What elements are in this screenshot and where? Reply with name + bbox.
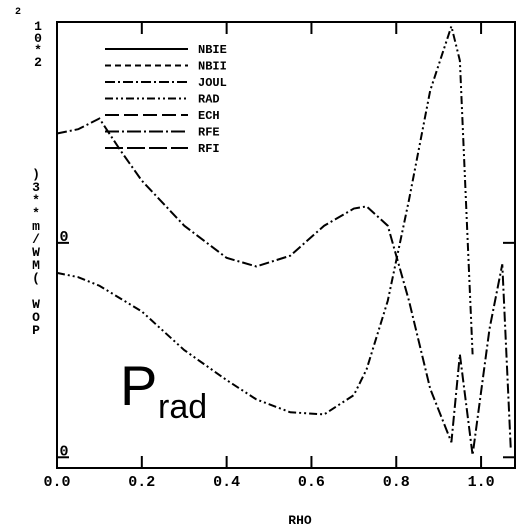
legend-label: ECH <box>198 109 220 123</box>
series-line <box>56 117 512 456</box>
annotation: P <box>120 354 157 417</box>
exponent: 2 <box>15 7 21 18</box>
x-tick-label: 1.0 <box>468 474 495 491</box>
legend-label: NBII <box>198 60 227 74</box>
y-label-char: W <box>32 245 40 260</box>
x-axis-label: RHO <box>288 513 312 528</box>
y-label-char: ) <box>32 167 40 182</box>
y-label-char: * <box>32 193 40 208</box>
y-label-char: 3 <box>32 180 40 195</box>
y-label-char: / <box>32 232 40 247</box>
legend-label: RAD <box>198 93 220 107</box>
x-tick-label: 0.2 <box>128 474 155 491</box>
x-tick-label: 0.4 <box>213 474 240 491</box>
y-label-char: O <box>32 310 40 325</box>
multiplier-char: * <box>34 43 42 58</box>
legend-label: RFE <box>198 126 220 140</box>
y-label-char: * <box>32 206 40 221</box>
legend-label: NBIE <box>198 43 227 57</box>
y-label-char: W <box>32 297 40 312</box>
x-tick-label: 0.8 <box>383 474 410 491</box>
legend-label: JOUL <box>198 76 227 90</box>
multiplier-char: 0 <box>34 31 42 46</box>
y-tick-label: 0 <box>59 443 68 460</box>
y-label-char: M <box>32 258 40 273</box>
y-label-char: P <box>32 323 40 338</box>
multiplier-char: 1 <box>34 19 42 34</box>
plot-frame <box>56 21 516 469</box>
axis-multiplier: 1 0 * 2 <box>34 19 42 70</box>
x-tick-label: 0.6 <box>298 474 325 491</box>
annotation-sub: rad <box>158 388 207 426</box>
legend-label: RFI <box>198 142 220 156</box>
multiplier-char: 2 <box>34 55 42 70</box>
x-tick-label: 0.0 <box>43 474 70 491</box>
y-label-char: m <box>32 219 40 234</box>
y-tick-label: 0 <box>59 229 68 246</box>
y-label-char: ( <box>32 271 40 286</box>
series-line <box>56 22 474 416</box>
